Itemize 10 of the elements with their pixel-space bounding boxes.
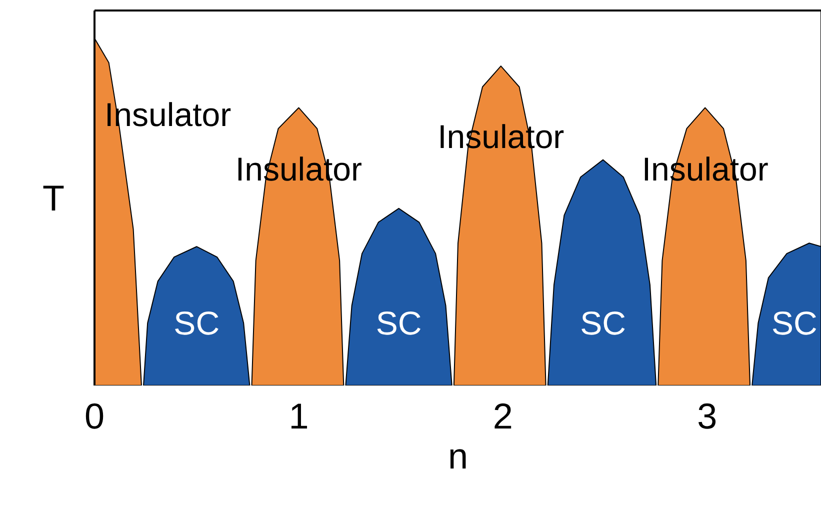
y-axis-title: T	[42, 178, 65, 218]
series-label: SC	[174, 304, 220, 342]
x-tick-label: 1	[288, 396, 309, 436]
x-tick-label: 0	[84, 396, 105, 436]
series-label: SC	[376, 304, 422, 342]
x-axis-title: n	[448, 436, 468, 476]
x-tick-label: 2	[492, 396, 513, 436]
series-label: SC	[771, 304, 818, 342]
series-label: SC	[580, 304, 626, 342]
x-tick-label: 3	[697, 396, 718, 436]
